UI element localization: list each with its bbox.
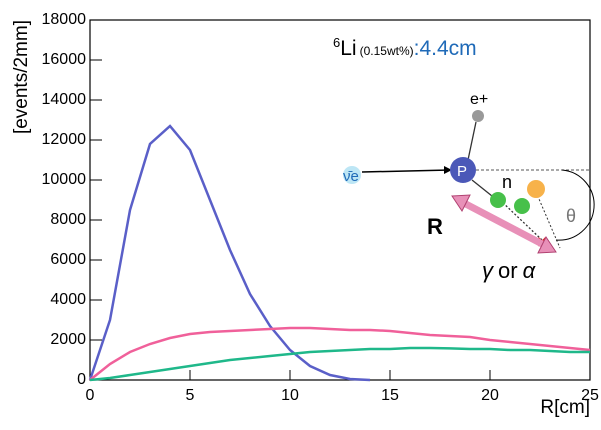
neutron-dot	[490, 192, 506, 208]
y-tick-label: 6000	[50, 251, 86, 268]
y-tick-label: 4000	[50, 291, 86, 308]
antineutrino-label: ν̄e	[343, 168, 359, 185]
y-axis-label: [events/2mm]	[11, 20, 32, 134]
positron-dot	[472, 110, 484, 122]
angle-arc	[555, 169, 595, 241]
x-tick-label: 20	[481, 387, 499, 404]
annotation-element: Li	[340, 37, 356, 60]
arrow-head	[451, 194, 471, 212]
alpha-label: α	[523, 258, 537, 283]
annotation-concentration: (0.15wt%)	[360, 44, 414, 58]
arrow	[467, 121, 477, 161]
arrow	[361, 169, 451, 173]
series-line	[89, 326, 591, 381]
y-tick-label: 18000	[42, 11, 87, 28]
positron-label: e+	[470, 91, 488, 108]
distance-label: R	[427, 214, 443, 239]
y-tick-label: 12000	[42, 131, 87, 148]
x-tick-label: 15	[381, 387, 399, 404]
or-label: or	[498, 258, 518, 283]
arrow-head	[444, 166, 452, 174]
x-axis-label: R[cm]	[540, 397, 590, 418]
plot-frame	[89, 19, 591, 381]
path	[499, 199, 543, 241]
y-tick-label: 14000	[42, 91, 87, 108]
series-line	[89, 346, 590, 382]
proton-label: P	[457, 163, 467, 180]
neutron-label: n	[502, 172, 512, 192]
particle-label: γ or α	[482, 258, 537, 283]
x-tick-label: 10	[281, 387, 299, 404]
y-tick-label: 8000	[50, 211, 86, 228]
annotation-mass: 6	[333, 35, 340, 50]
y-tick-label: 0	[77, 371, 86, 388]
annotation-length: :4.4cm	[414, 37, 477, 60]
distance-arrow	[460, 198, 548, 250]
arrow-head	[537, 236, 557, 254]
x-tick-label: 25	[581, 387, 599, 404]
angle-label: θ	[566, 206, 576, 226]
y-tick-label: 2000	[50, 331, 86, 348]
x-tick-label: 5	[186, 387, 195, 404]
antineutrino-dot	[343, 166, 361, 184]
y-tick-label: 16000	[42, 51, 87, 68]
gamma-label: γ	[482, 258, 495, 283]
y-tick-label: 10000	[42, 171, 87, 188]
neutron-dot	[514, 198, 530, 214]
proton-dot	[450, 157, 476, 183]
series-line	[88, 124, 371, 382]
nucleus-dot	[527, 180, 545, 198]
annotation: 6Li (0.15wt%):4.4cm	[333, 35, 477, 60]
arrow	[471, 179, 493, 197]
x-tick-label: 0	[86, 387, 95, 404]
